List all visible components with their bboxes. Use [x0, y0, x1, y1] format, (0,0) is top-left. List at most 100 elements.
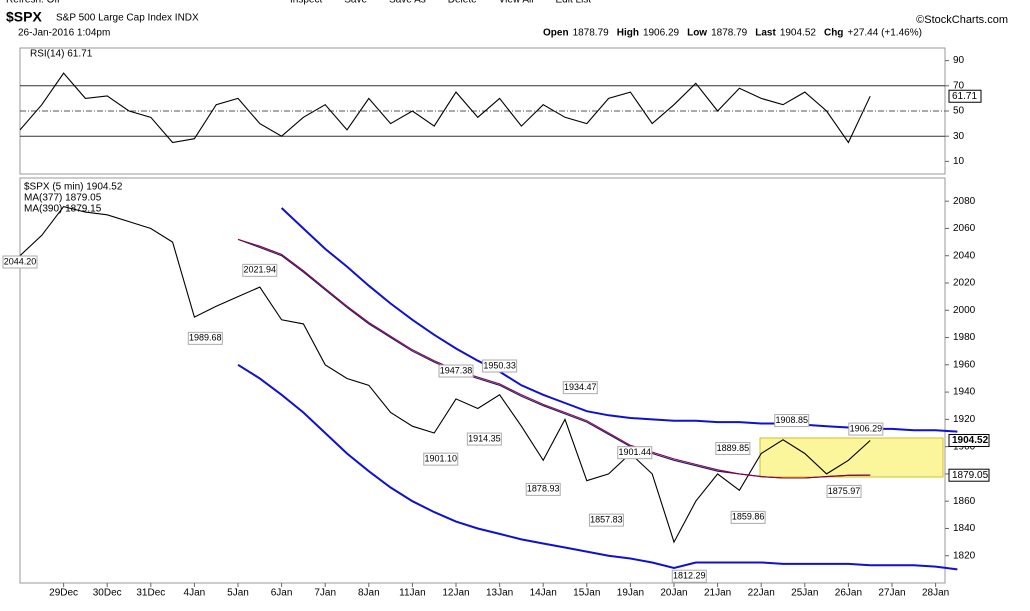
- series-line: [237, 363, 958, 571]
- symbol: $SPX: [6, 9, 42, 25]
- y-tick-label: 30: [953, 131, 965, 142]
- annotation-box: [423, 452, 459, 466]
- stat-label: Open: [543, 28, 569, 39]
- annotation-label: 1906.29: [850, 423, 883, 433]
- annotation-box: [466, 432, 502, 446]
- toolbar-item[interactable]: Refresh: Off: [6, 0, 60, 6]
- y-tick-label: 10: [953, 156, 965, 167]
- x-tick-label: 20Jan: [660, 588, 687, 599]
- x-tick-label: 11Jan: [399, 588, 426, 599]
- annotation-box: [187, 331, 223, 345]
- stat-label: Chg: [824, 28, 843, 39]
- y-tick-label: 1860: [953, 496, 976, 507]
- y-tick-label: 70: [953, 80, 965, 91]
- y-tick-label: 50: [953, 106, 965, 117]
- toolbar-item[interactable]: Delete: [448, 0, 477, 6]
- annotation-label: 1857.83: [590, 515, 623, 525]
- annotation-label: 1901.10: [424, 454, 457, 464]
- annotation-box: [242, 263, 278, 277]
- date: 26-Jan-2016 1:04pm: [18, 28, 110, 39]
- annotation-box: [774, 414, 810, 428]
- legend-entry: MA(377) 1879.05: [24, 193, 102, 204]
- legend-entry: MA(390) 1879.15: [24, 204, 102, 215]
- annotation-label: 1950.33: [483, 360, 516, 370]
- credit: ©StockCharts.com: [916, 14, 1008, 26]
- x-tick-label: 6Jan: [271, 588, 293, 599]
- y-tick-label: 1980: [953, 332, 976, 343]
- stat-label: Last: [755, 28, 776, 39]
- annotation-box: [2, 255, 38, 269]
- x-tick-label: 27Jan: [878, 588, 905, 599]
- annotation-label: 1878.93: [527, 484, 560, 494]
- x-tick-label: 28Jan: [922, 588, 949, 599]
- symbol-name: S&P 500 Large Cap Index INDX: [56, 13, 199, 24]
- x-tick-label: 19Jan: [617, 588, 644, 599]
- annotation-box: [730, 510, 766, 524]
- x-tick-label: 13Jan: [486, 588, 513, 599]
- last-value-box: [948, 433, 990, 447]
- annotation-box: [671, 569, 707, 583]
- series-line: [237, 238, 871, 479]
- y-tick-label: 1920: [953, 414, 976, 425]
- toolbar-item[interactable]: Inspect: [290, 0, 322, 6]
- annotation-label: 1875.97: [828, 486, 861, 496]
- annotation-label: 1812.29: [673, 571, 706, 581]
- y-tick-label: 90: [953, 55, 965, 66]
- x-tick-label: 14Jan: [530, 588, 557, 599]
- x-tick-label: 25Jan: [791, 588, 818, 599]
- x-tick-label: 31Dec: [136, 588, 165, 599]
- x-tick-label: 15Jan: [573, 588, 600, 599]
- annotation-box: [715, 441, 751, 455]
- annotation-box: [438, 364, 474, 378]
- annotation-box: [525, 482, 561, 496]
- annotation-label: 1889.85: [717, 443, 750, 453]
- stat-value: 1878.79: [711, 28, 748, 39]
- x-tick-label: 7Jan: [314, 588, 336, 599]
- x-tick-label: 8Jan: [358, 588, 380, 599]
- legend-entry: $SPX (5 min) 1904.52: [24, 182, 123, 193]
- annotation-label: 1901.44: [618, 447, 651, 457]
- annotation-label: 2044.20: [4, 256, 37, 266]
- last-value-label: 1904.52: [952, 435, 989, 446]
- stat-label: High: [617, 28, 639, 39]
- stat-value: 1904.52: [780, 28, 817, 39]
- x-tick-label: 12Jan: [442, 588, 469, 599]
- annotation-label: 1947.38: [440, 365, 473, 375]
- annotation-label: 1989.68: [189, 333, 222, 343]
- y-tick-label: 1940: [953, 387, 976, 398]
- toolbar-item[interactable]: Edit List: [556, 0, 592, 6]
- toolbar-item[interactable]: Save As: [389, 0, 426, 6]
- x-tick-label: 22Jan: [748, 588, 775, 599]
- annotation-box: [482, 359, 518, 373]
- y-tick-label: 2040: [953, 250, 976, 261]
- annotation-label: 2021.94: [244, 265, 277, 275]
- y-tick-label: 1960: [953, 359, 976, 370]
- annotation-label: 1914.35: [468, 433, 501, 443]
- rsi-label: RSI(14) 61.71: [30, 49, 93, 60]
- annotation-box: [562, 381, 598, 395]
- x-tick-label: 29Dec: [49, 588, 78, 599]
- x-tick-label: 30Dec: [93, 588, 122, 599]
- last-value-label: 61.71: [952, 91, 977, 102]
- x-tick-label: 5Jan: [227, 588, 249, 599]
- annotation-label: 1859.86: [732, 512, 765, 522]
- series-line: [19, 72, 871, 144]
- toolbar-item[interactable]: Save: [344, 0, 367, 6]
- toolbar-item[interactable]: View All: [499, 0, 534, 6]
- x-tick-label: 4Jan: [184, 588, 206, 599]
- annotation-box: [588, 513, 624, 527]
- y-tick-label: 1840: [953, 523, 976, 534]
- y-tick-label: 1820: [953, 550, 976, 561]
- stat-value: 1906.29: [643, 28, 680, 39]
- annotation-box: [848, 422, 884, 436]
- series-line: [280, 207, 958, 433]
- last-value-box: [948, 89, 982, 103]
- annotation-label: 1934.47: [564, 382, 597, 392]
- stat-label: Low: [687, 28, 707, 39]
- y-tick-label: 2060: [953, 223, 976, 234]
- y-tick-label: 2020: [953, 278, 976, 289]
- x-tick-label: 21Jan: [704, 588, 731, 599]
- stat-value: +27.44 (+1.46%): [847, 28, 922, 39]
- annotation-label: 1908.85: [775, 415, 808, 425]
